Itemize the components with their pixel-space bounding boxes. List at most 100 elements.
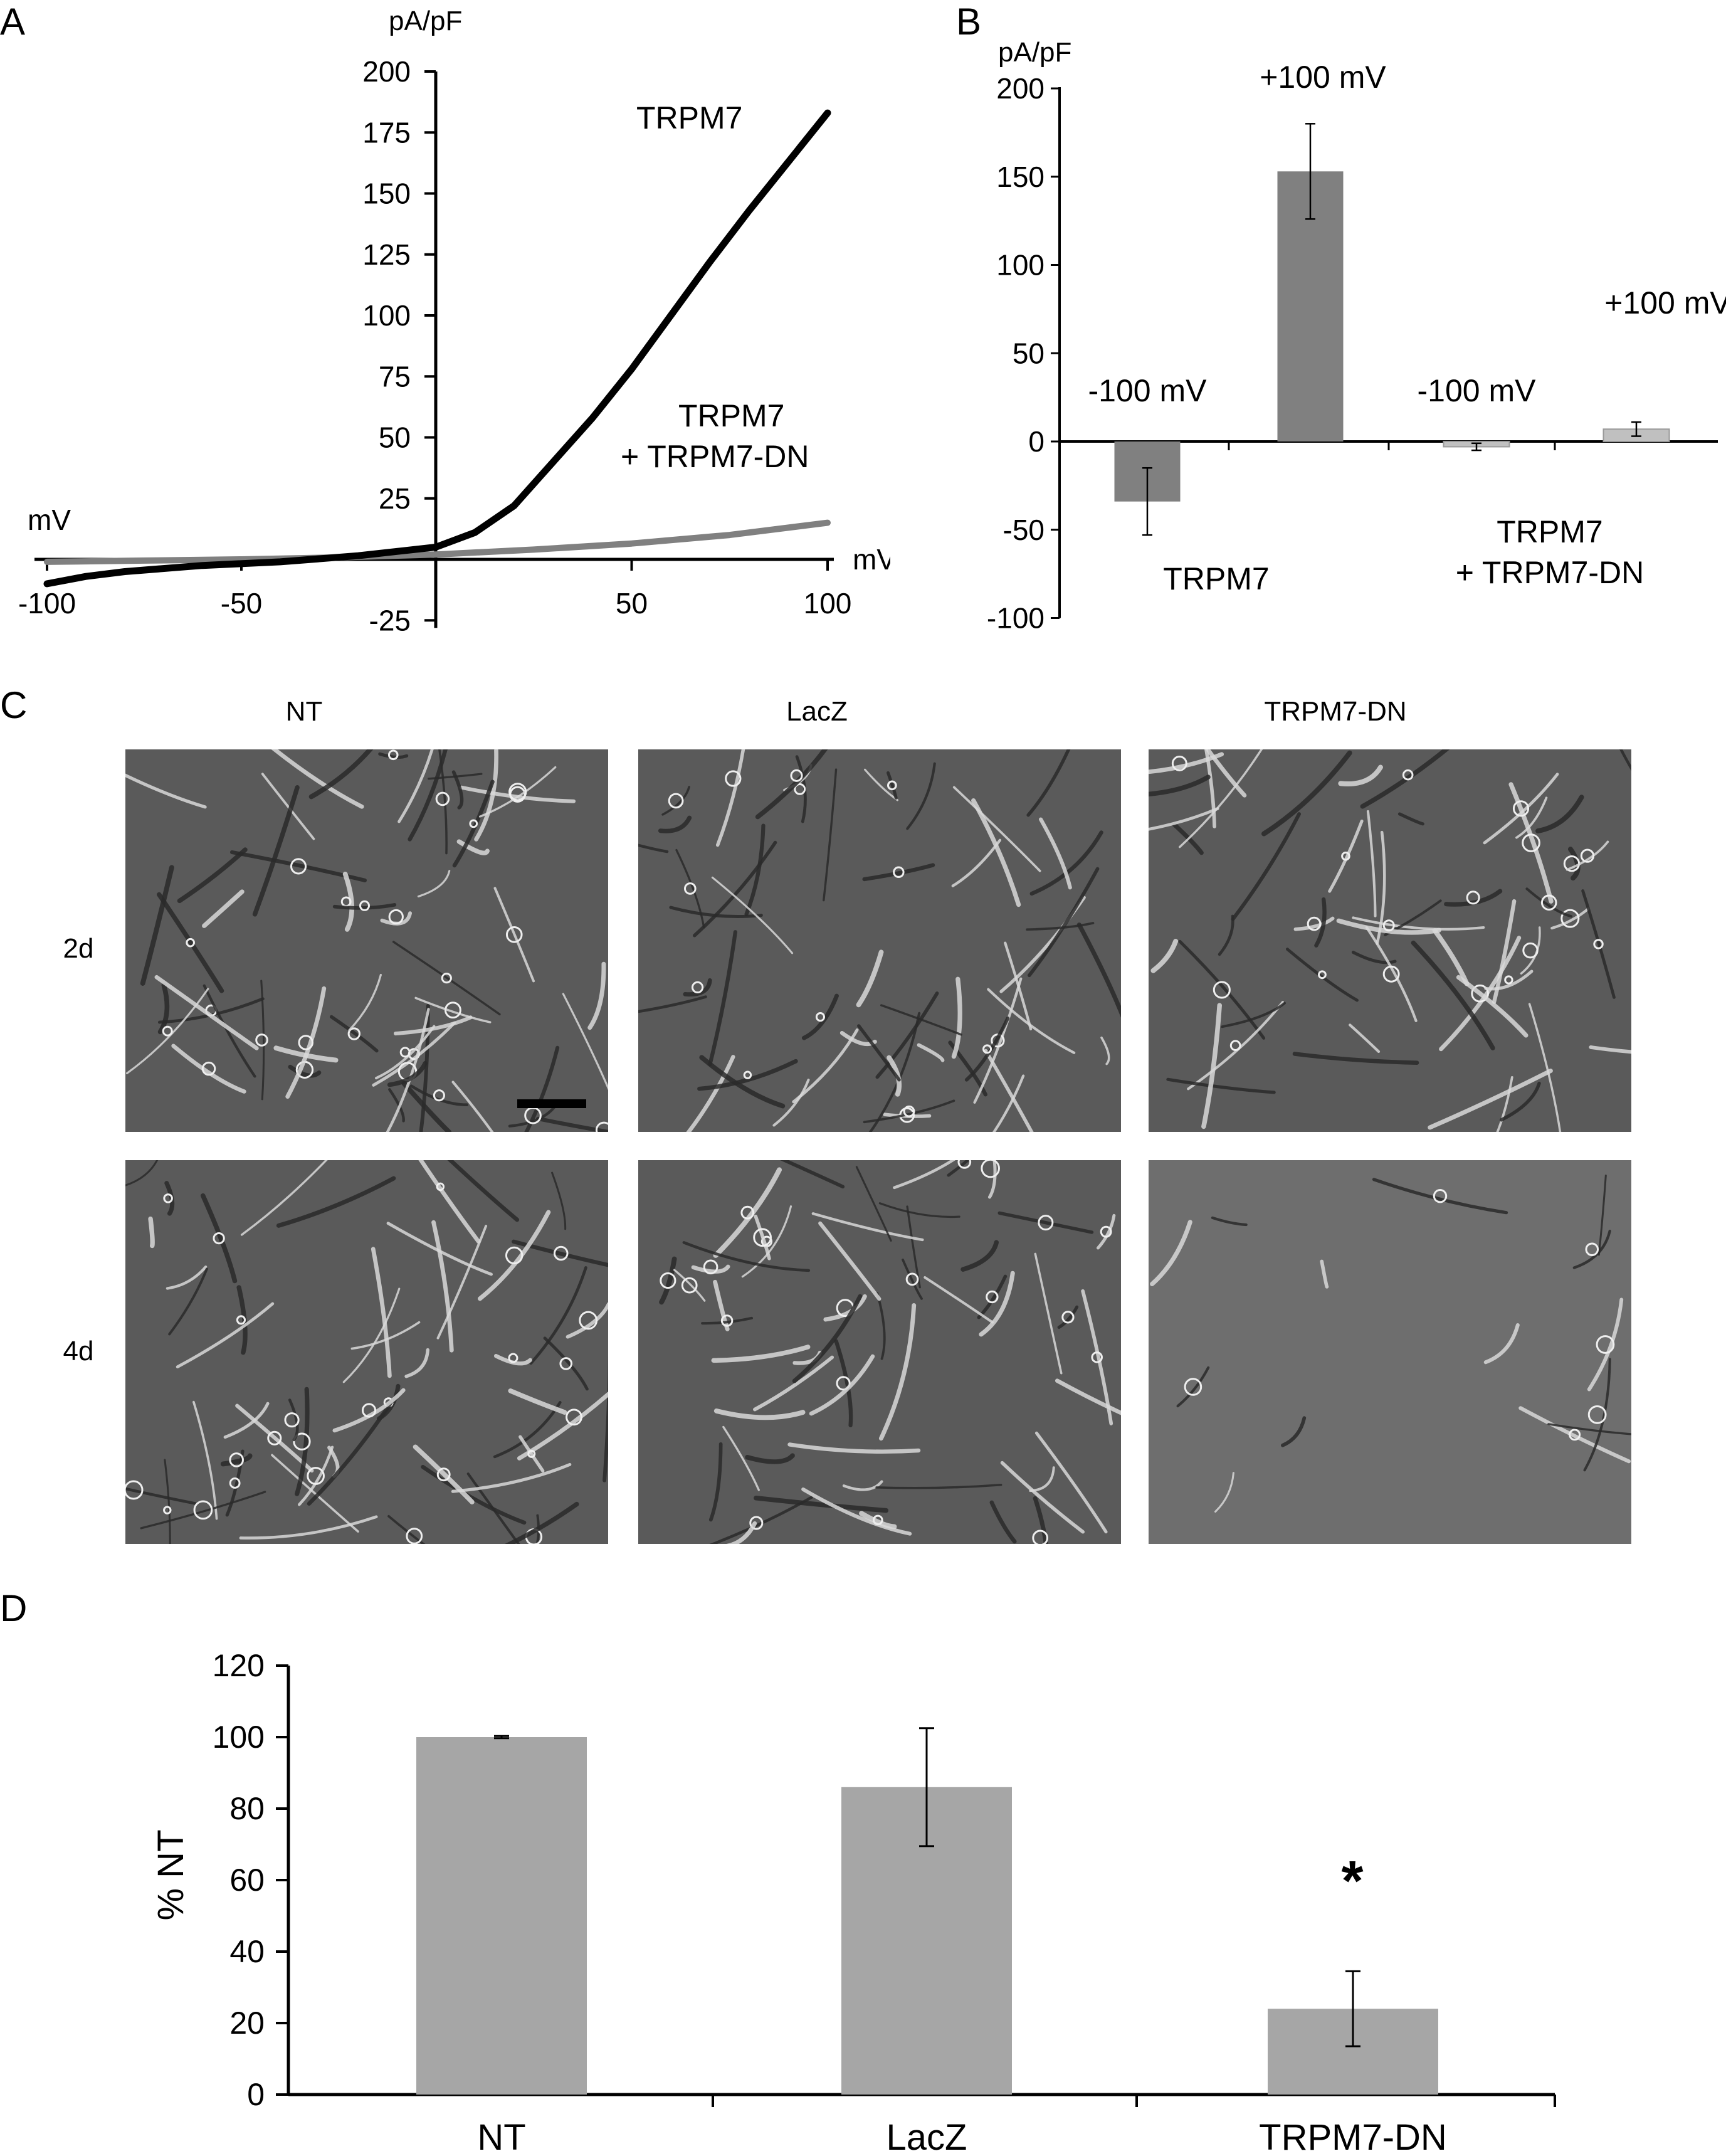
micrograph-cell bbox=[711, 876, 794, 954]
micrograph-cell bbox=[855, 1166, 892, 1242]
micrograph-cell bbox=[493, 1354, 532, 1366]
micrograph-cell bbox=[529, 1266, 587, 1365]
chart-b-bar-label: -100 mV bbox=[1088, 373, 1208, 408]
micrograph-cell bbox=[474, 749, 498, 842]
micrograph-cell-body bbox=[1038, 1215, 1054, 1231]
micrograph-cell bbox=[456, 839, 490, 855]
micrograph-cell bbox=[451, 1081, 494, 1132]
micrograph-cell bbox=[414, 996, 492, 1023]
micrograph-cell bbox=[1365, 926, 1418, 1022]
micrograph-cell bbox=[987, 988, 1076, 1054]
micrograph-cell bbox=[192, 1400, 218, 1520]
micrograph-cell bbox=[686, 1055, 735, 1132]
micrograph-cell bbox=[1055, 1378, 1121, 1415]
micrograph-cell-body bbox=[887, 780, 897, 791]
micrograph-cell-body bbox=[267, 1430, 282, 1445]
micrograph-cell bbox=[288, 1064, 322, 1078]
chart-b-bar-label: -100 mV bbox=[1418, 373, 1537, 408]
micrograph-cell bbox=[508, 1103, 558, 1128]
micrograph-cell bbox=[834, 1339, 853, 1428]
micrograph-cell bbox=[709, 1496, 814, 1544]
micrograph-cell bbox=[260, 980, 265, 1101]
micrograph-cell bbox=[1029, 1466, 1055, 1493]
micrograph-cell bbox=[951, 838, 1002, 887]
micrograph-cell bbox=[1172, 822, 1204, 855]
chart-b-group-label-2a: TRPM7 bbox=[1497, 514, 1602, 549]
micrograph-cell bbox=[1033, 1496, 1048, 1544]
chart-a-ytick-label: -25 bbox=[369, 604, 411, 637]
chart-a-xlabel-left: mV bbox=[28, 504, 71, 536]
micrograph-cell bbox=[466, 1472, 520, 1544]
micrograph-cell bbox=[818, 1221, 881, 1301]
micrograph-cell bbox=[960, 1240, 999, 1272]
micrograph-cell bbox=[166, 1265, 208, 1290]
chart-b-ytick-label: 100 bbox=[996, 249, 1045, 282]
micrograph-cell-body bbox=[1585, 1242, 1599, 1257]
micrograph-cell-body bbox=[201, 1061, 216, 1076]
micrograph-cell bbox=[801, 993, 839, 1040]
micrograph-cell bbox=[1581, 889, 1616, 999]
micrograph-cell bbox=[708, 930, 738, 1067]
micrograph-cell-body bbox=[527, 1449, 536, 1458]
micrograph-cell bbox=[1261, 750, 1352, 837]
micrograph-cell-body bbox=[505, 1246, 524, 1265]
micrograph-cell bbox=[342, 871, 354, 932]
micrograph-cell bbox=[1096, 1213, 1116, 1250]
micrograph-cell bbox=[271, 749, 364, 809]
micrograph-cell-body bbox=[1433, 1189, 1448, 1203]
micrograph-cell-body bbox=[872, 1514, 883, 1526]
micrograph-cell-body bbox=[725, 770, 742, 787]
micrograph-cell-body bbox=[986, 1290, 999, 1304]
micrograph-cell bbox=[722, 1425, 760, 1491]
micrograph-cell bbox=[508, 1388, 567, 1415]
micrograph-cell bbox=[418, 1160, 481, 1244]
micrograph-cell bbox=[1428, 1069, 1553, 1130]
micrograph-cell bbox=[413, 1444, 475, 1504]
micrograph-cell-body bbox=[836, 1376, 851, 1391]
micrograph-cell bbox=[638, 995, 707, 1013]
micrograph-cell bbox=[1515, 796, 1548, 839]
micrograph-cell bbox=[1597, 1175, 1607, 1256]
chart-d-ytick-label: 120 bbox=[213, 1648, 265, 1683]
micrograph-cell-body bbox=[387, 749, 399, 761]
chart-a-xtick-label: -100 bbox=[18, 587, 76, 620]
micrograph-cell-body bbox=[436, 1182, 445, 1192]
micrograph-cell-body bbox=[1382, 919, 1395, 932]
micrograph-cell bbox=[164, 1459, 171, 1544]
micrograph-cell-body bbox=[505, 926, 523, 943]
micrograph-cell bbox=[811, 1212, 924, 1242]
micrograph-cell bbox=[971, 798, 1021, 907]
micrograph-cell bbox=[1039, 817, 1072, 890]
panel-letter-a: A bbox=[0, 1, 26, 43]
chart-a-ytick-label: 100 bbox=[362, 299, 411, 332]
row-label-2d: 2d bbox=[63, 933, 94, 964]
micrograph-cell bbox=[1178, 939, 1266, 1040]
micrograph-cell bbox=[451, 1462, 572, 1493]
micrograph-cell bbox=[1218, 914, 1234, 956]
micrograph-cell-body bbox=[794, 783, 806, 795]
chart-d-category-label: LacZ bbox=[887, 2117, 967, 2156]
micrograph-cell bbox=[436, 1225, 488, 1340]
micrograph-cell-body bbox=[1522, 833, 1540, 852]
micrograph-cell bbox=[375, 1025, 436, 1080]
micrograph-cell bbox=[989, 1500, 1017, 1544]
micrograph-cell bbox=[1150, 938, 1179, 973]
micrograph-cell bbox=[753, 1355, 834, 1412]
micrograph-cell bbox=[1444, 889, 1503, 907]
micrograph-cell bbox=[125, 1487, 197, 1505]
micrograph-cell bbox=[566, 1302, 608, 1339]
micrograph-cell bbox=[535, 1514, 540, 1544]
micrograph-cell bbox=[1496, 1075, 1513, 1132]
micrograph-cell bbox=[1525, 887, 1573, 918]
row-label-4d: 4d bbox=[63, 1336, 94, 1366]
micrograph-cell bbox=[713, 1167, 782, 1258]
micrograph-cell bbox=[126, 988, 209, 1074]
chart-b-bar-label: +100 mV bbox=[1604, 285, 1726, 320]
chart-a-ytick-label: 150 bbox=[362, 177, 411, 210]
chart-a-label-dn-2: + TRPM7-DN bbox=[621, 439, 809, 474]
micrograph-cell bbox=[240, 1160, 328, 1236]
micrograph-cell bbox=[1205, 749, 1247, 798]
micrograph-cell bbox=[512, 1239, 608, 1267]
micrograph-cell bbox=[342, 1287, 401, 1383]
chart-b-group-label-2b: + TRPM7-DN bbox=[1456, 555, 1644, 590]
